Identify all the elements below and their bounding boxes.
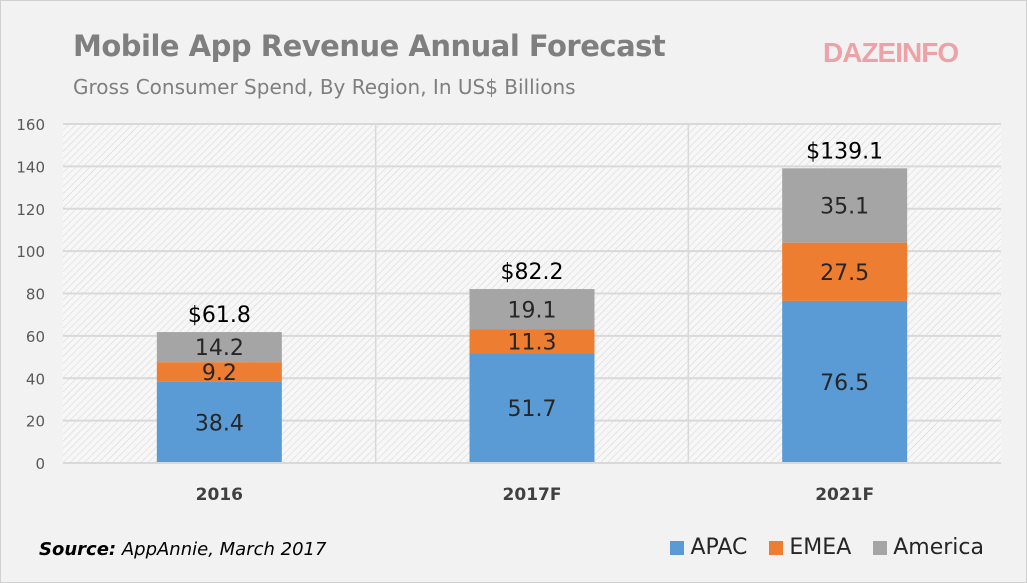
bar-segment-america: [156, 332, 282, 363]
data-label: 76.5: [820, 371, 869, 396]
source-text: AppAnnie, March 2017: [116, 539, 327, 560]
chart-subtitle: Gross Consumer Spend, By Region, In US$ …: [73, 75, 576, 99]
bar-segment-america: [469, 289, 595, 330]
data-label: 51.7: [508, 397, 557, 422]
bar-segment-america: [782, 168, 908, 243]
data-label: 14.2: [195, 336, 244, 361]
data-label: 19.1: [508, 298, 557, 323]
y-tick-label: 80: [26, 286, 45, 304]
legend-label: America: [893, 535, 984, 560]
legend-swatch: [873, 540, 888, 555]
data-label: 27.5: [820, 261, 869, 286]
legend: APAC EMEA America: [670, 535, 984, 560]
bar-segment-emea: [156, 362, 282, 382]
y-tick-label: 120: [16, 201, 45, 219]
bar-segment-emea: [469, 329, 595, 354]
source-label: Source:: [39, 539, 117, 560]
data-label: 35.1: [820, 194, 869, 219]
bar-segment-apac: [469, 353, 595, 463]
chart-title: Mobile App Revenue Annual Forecast: [73, 29, 666, 63]
bar-segment-apac: [156, 381, 282, 463]
data-label: 9.2: [202, 361, 237, 386]
source-note: Source: AppAnnie, March 2017: [39, 539, 326, 560]
data-label: 11.3: [508, 330, 557, 355]
dazeinfo-logo: DAZEINFO: [823, 37, 959, 68]
total-label: $139.1: [806, 139, 883, 164]
total-label: $82.2: [501, 260, 564, 285]
legend-item-apac: APAC: [670, 535, 747, 560]
total-label: $61.8: [188, 303, 251, 328]
y-tick-label: 0: [35, 455, 45, 473]
legend-label: APAC: [690, 535, 748, 560]
y-tick-label: 20: [26, 413, 45, 431]
y-tick-label: 40: [26, 370, 45, 388]
bar-segment-emea: [782, 242, 908, 301]
x-tick-label: 2021F: [815, 485, 874, 505]
y-tick-label: 160: [16, 116, 45, 134]
legend-item-america: America: [873, 535, 984, 560]
y-tick-label: 100: [16, 243, 45, 261]
y-tick-label: 140: [16, 158, 45, 176]
legend-swatch: [670, 540, 685, 555]
y-tick-label: 60: [26, 328, 45, 346]
x-tick-label: 2017F: [503, 485, 562, 505]
data-label: 38.4: [195, 411, 244, 436]
legend-label: EMEA: [789, 535, 852, 560]
x-tick-label: 2016: [196, 485, 243, 505]
legend-item-emea: EMEA: [769, 535, 851, 560]
bar-segment-apac: [782, 300, 908, 463]
legend-swatch: [769, 540, 784, 555]
